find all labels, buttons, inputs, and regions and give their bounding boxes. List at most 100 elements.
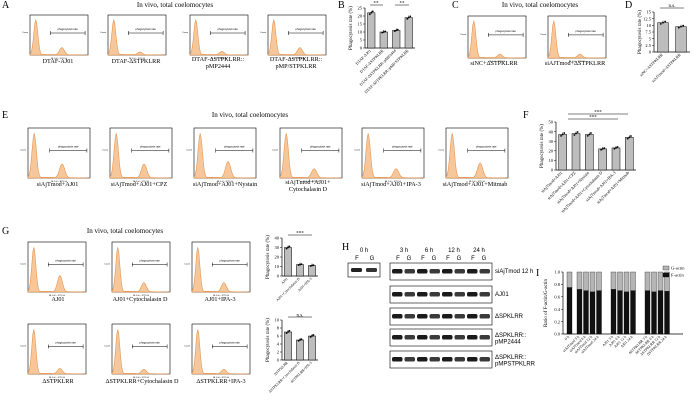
data-point xyxy=(406,17,409,20)
data-point xyxy=(312,334,315,336)
y-tick-label: 5 xyxy=(649,36,652,41)
histogram-y-label: Count xyxy=(20,149,26,152)
blot-band xyxy=(454,314,465,319)
panel-a-caption-2: DTAF-ΔSTPKLRR xyxy=(111,58,161,65)
blot-band xyxy=(467,314,478,319)
histogram-x-label: BL1-H :: FITC-H xyxy=(51,181,67,183)
bar-chart-body: 02.557.51012.515siNC+ΔSTPKLRRsiAJTmod+ΔS… xyxy=(638,10,690,83)
histogram-gate-label: phagocytosis rate xyxy=(140,259,161,263)
bar-1 xyxy=(571,133,581,171)
legend-label-f-actin: F-actin xyxy=(671,273,684,278)
y-tick-label: 10 xyxy=(549,158,554,163)
panel-g-caption-2: AJ01+Cytochalasin D xyxy=(112,296,168,303)
bar-2 xyxy=(308,335,316,361)
bar-f-actin-6 xyxy=(617,290,623,335)
y-tick-label: 10 xyxy=(358,30,363,35)
panel-g-caption-1: AJ01 xyxy=(51,296,65,303)
bar-f-actin-1 xyxy=(576,289,583,335)
histogram-y-label: Count xyxy=(540,33,546,36)
histogram-gate-label: phagocytosis rate xyxy=(140,145,161,149)
blot-band xyxy=(479,314,490,319)
bar-2 xyxy=(392,30,401,49)
data-point xyxy=(575,132,577,135)
histogram-curve xyxy=(279,133,342,179)
data-point xyxy=(297,264,300,266)
histogram-curve xyxy=(467,19,526,59)
y-axis-label: Ratio of F-actin/G-actin xyxy=(544,278,549,327)
bar-f-actin-4 xyxy=(596,290,602,335)
panel-a-title: In vivo, total coelomocytes xyxy=(136,1,214,9)
blot-band xyxy=(392,314,403,319)
panel-c-caption-2: siAJTmod+ΔSTPKLRR xyxy=(544,60,606,67)
histogram-curve xyxy=(445,133,508,179)
histogram-curve xyxy=(191,247,250,293)
panel-label-f: F xyxy=(523,110,529,121)
y-tick-label: 0.4 xyxy=(554,307,560,312)
histogram-y-label: Count xyxy=(20,263,26,266)
blot-band xyxy=(454,335,465,340)
histogram-y-label: Count xyxy=(182,31,188,34)
sig-label: n.s. xyxy=(297,314,304,319)
g-label: G xyxy=(432,256,437,262)
time-label: 24 h xyxy=(473,248,485,254)
bar-g-actin-5 xyxy=(610,271,617,290)
panel-e-caption-5: siAjTmod+AJ01+IPA-3 xyxy=(361,181,421,188)
blot-band xyxy=(442,357,453,362)
blot-band xyxy=(404,335,415,340)
panel-label-a: A xyxy=(2,0,10,11)
histogram-gate-label: phagocytosis rate xyxy=(224,145,245,149)
panel-g-caption-3: AJ01+IPA-3 xyxy=(204,296,236,303)
y-tick-label: 0 xyxy=(277,358,280,363)
blot-row-label-line: pMPSTPKLRR xyxy=(495,362,536,368)
histogram-y-label: Count xyxy=(186,149,192,152)
data-point xyxy=(287,246,289,249)
histogram-curve xyxy=(193,133,256,179)
data-point xyxy=(300,338,303,341)
blot-band xyxy=(417,357,428,362)
histogram-x-label: BL1-H :: FITC-H xyxy=(303,181,319,183)
data-point xyxy=(311,264,313,267)
blot-box-0h xyxy=(347,262,381,278)
y-tick-label: 30 xyxy=(549,139,554,144)
panel-e-caption-4: siAjTmod+AJ01+ Cytochalasin D xyxy=(285,179,331,193)
bar-g-actin-10 xyxy=(651,271,657,292)
g-label: G xyxy=(407,256,412,262)
data-point xyxy=(381,31,384,34)
histogram-x-label: BL1-H :: FITC-H xyxy=(129,58,145,60)
histogram-y-label: Count xyxy=(102,149,108,152)
data-point xyxy=(312,264,315,267)
bar-g-actin-9 xyxy=(644,271,651,291)
y-tick-label: 0.0 xyxy=(554,332,560,337)
y-tick-label: 0 xyxy=(360,46,363,51)
y-tick-label: 20 xyxy=(549,149,554,154)
data-point xyxy=(285,332,288,335)
histogram-curve xyxy=(191,329,250,375)
sig-label: *** xyxy=(296,232,304,237)
histogram-y-label: Count xyxy=(354,149,360,152)
histogram-gate-label: phagocytosis rate xyxy=(218,27,239,31)
bar-f-actin-5 xyxy=(610,289,617,335)
bar-1 xyxy=(675,26,687,53)
blot-band xyxy=(417,269,428,274)
histogram-y-label: Count xyxy=(272,149,278,152)
data-point xyxy=(409,15,412,18)
bar-0 xyxy=(284,247,292,277)
y-tick-label: 8 xyxy=(277,326,280,331)
blot-band xyxy=(442,269,453,274)
blot-row-label-line: ΔSPKLRR xyxy=(495,314,524,320)
y-tick-label: 10 xyxy=(275,318,280,323)
blot-row-label: ΔSPKLRR:: pMPSTPKLRR xyxy=(495,355,536,368)
histogram-x-label: BL1-H :: FITC-H xyxy=(569,61,585,63)
blot-band xyxy=(454,269,465,274)
panel-e-caption-1: siAjTmod+AJ01 xyxy=(36,181,79,188)
histogram-x-label: BL1-H :: FITC-H xyxy=(289,58,305,60)
bar-0 xyxy=(558,134,567,171)
panel-g-caption-6: ΔSTPKLRR+IPA-3 xyxy=(196,378,246,385)
bar-0 xyxy=(284,331,292,361)
